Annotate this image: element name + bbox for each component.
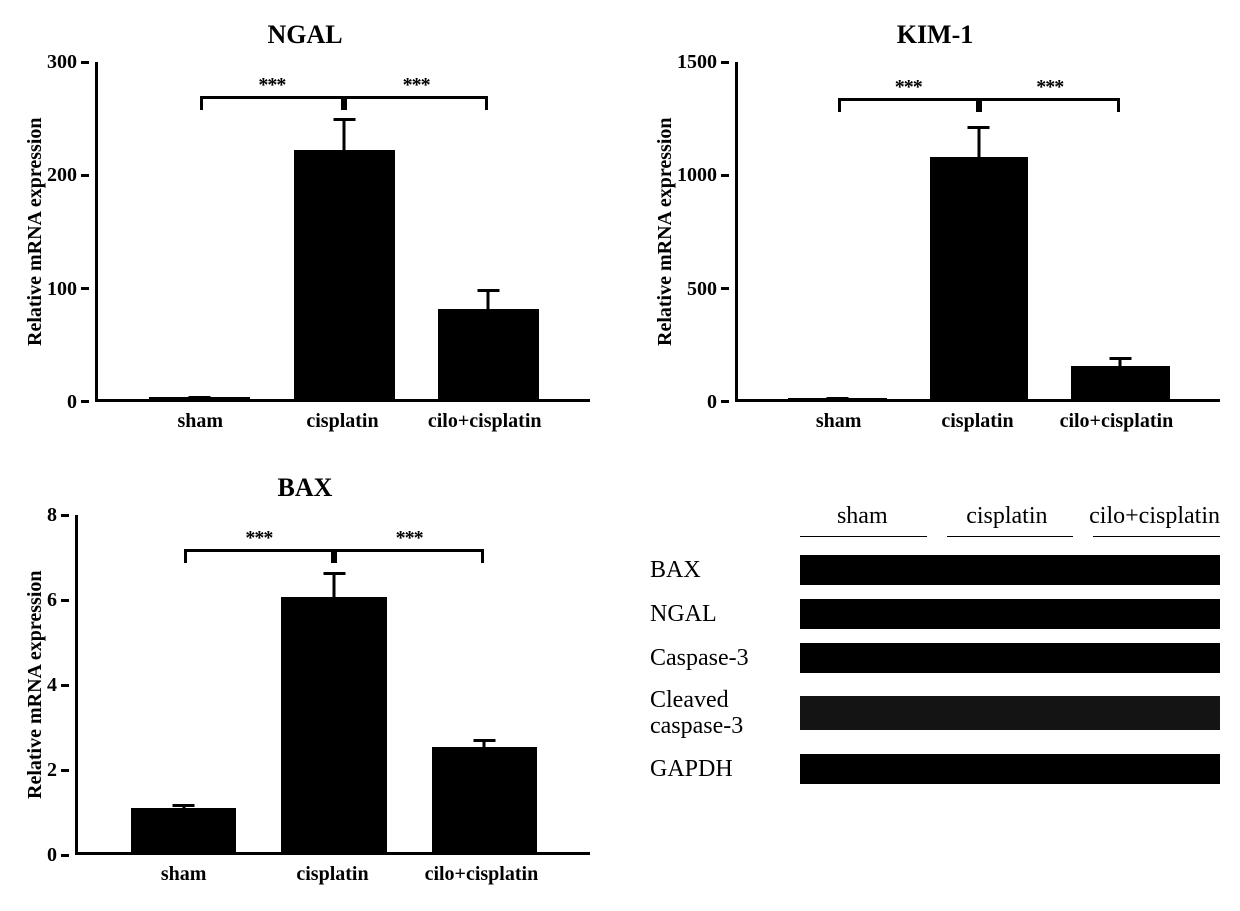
plot-region: ******: [735, 62, 1220, 402]
chart-area: Relative mRNA expression3002001000******: [20, 62, 590, 402]
x-axis: shamcisplatincilo+cisplatin: [20, 402, 590, 433]
wb-column-header: cilo+cisplatin: [1089, 503, 1220, 530]
wb-header-underline: [800, 536, 927, 537]
error-bar: [333, 572, 336, 597]
chart-bax: BAXRelative mRNA expression86420******sh…: [20, 473, 590, 886]
bar-slot: [767, 62, 908, 399]
error-bar: [343, 118, 346, 149]
wb-row-label: NGAL: [650, 601, 800, 627]
x-tick-label: cisplatin: [908, 410, 1047, 433]
wb-row-label: GAPDH: [650, 756, 800, 782]
bar: [930, 157, 1029, 399]
chart-area: Relative mRNA expression86420******: [20, 515, 590, 855]
error-bar: [1119, 357, 1122, 366]
bar: [1071, 366, 1170, 399]
wb-row: NGAL: [650, 599, 1220, 629]
bar: [281, 597, 386, 852]
error-bar: [182, 804, 185, 807]
plot-region: ******: [75, 515, 590, 855]
bar-slot: [109, 515, 259, 852]
figure-grid: NGALRelative mRNA expression3002001000**…: [20, 20, 1220, 886]
y-axis-label: Relative mRNA expression: [650, 62, 677, 402]
wb-band: [800, 599, 1220, 629]
wb-row: BAX: [650, 555, 1220, 585]
chart-title: BAX: [20, 473, 590, 503]
bars-container: [738, 62, 1220, 399]
bar: [788, 398, 887, 399]
x-tick-label: sham: [129, 410, 271, 433]
wb-band: [800, 696, 1220, 730]
wb-column-header: sham: [800, 503, 925, 530]
bar: [294, 150, 395, 399]
x-tick-label: cilo+cisplatin: [414, 410, 556, 433]
wb-header-underline: [1093, 536, 1220, 537]
error-bar: [483, 739, 486, 747]
bars-container: [78, 515, 590, 852]
x-labels: shamcisplatincilo+cisplatin: [735, 402, 1220, 433]
bar-slot: [409, 515, 559, 852]
plot-region: ******: [95, 62, 590, 402]
x-tick-label: cisplatin: [258, 863, 407, 886]
wb-row-label: Caspase-3: [650, 645, 800, 671]
error-bar: [487, 289, 490, 309]
wb-band: [800, 555, 1220, 585]
error-bar: [836, 397, 839, 398]
bar: [432, 747, 537, 852]
y-axis: 86420: [47, 515, 75, 855]
chart-title: KIM-1: [650, 20, 1220, 50]
x-axis: shamcisplatincilo+cisplatin: [650, 402, 1220, 433]
bars-container: [98, 62, 590, 399]
y-axis-label: Relative mRNA expression: [20, 62, 47, 402]
x-tick-label: cisplatin: [271, 410, 413, 433]
chart-kim1: KIM-1 Relative mRNA expression15001000500…: [650, 20, 1220, 433]
y-axis: 3002001000: [47, 62, 95, 402]
wb-row: Cleaved caspase-3: [650, 687, 1220, 740]
chart-ngal: NGAL Relative mRNA expression3002001000**…: [20, 20, 590, 433]
y-axis: 150010005000: [677, 62, 735, 402]
chart-title: NGAL: [20, 20, 590, 50]
x-axis-spacer: [650, 402, 735, 433]
bar: [438, 309, 539, 399]
bar-slot: [272, 62, 416, 399]
wb-header-underlines: [800, 536, 1220, 537]
wb-row: GAPDH: [650, 754, 1220, 784]
wb-row-label: Cleaved caspase-3: [650, 687, 800, 740]
chart-area: Relative mRNA expression150010005000****…: [650, 62, 1220, 402]
wb-band: [800, 643, 1220, 673]
bar-slot: [908, 62, 1049, 399]
bar: [131, 808, 236, 852]
bar: [149, 397, 250, 399]
wb-column-header: cisplatin: [945, 503, 1070, 530]
wb-column-headers: sham cisplatin cilo+cisplatin: [800, 503, 1220, 530]
western-blot-panel: sham cisplatin cilo+cisplatin BAX NGAL Caspas…: [650, 473, 1220, 886]
x-tick-label: cilo+cisplatin: [407, 863, 556, 886]
x-tick-label: sham: [109, 863, 258, 886]
error-bar: [198, 396, 201, 397]
x-tick-label: sham: [769, 410, 908, 433]
x-labels: shamcisplatincilo+cisplatin: [95, 402, 590, 433]
wb-header-underline: [947, 536, 1074, 537]
x-axis: shamcisplatincilo+cisplatin: [20, 855, 590, 886]
bar-slot: [259, 515, 409, 852]
wb-row: Caspase-3: [650, 643, 1220, 673]
bar-slot: [128, 62, 272, 399]
bar-slot: [416, 62, 560, 399]
x-tick-label: cilo+cisplatin: [1047, 410, 1186, 433]
y-axis-label: Relative mRNA expression: [20, 515, 47, 855]
wb-row-label: BAX: [650, 557, 800, 583]
wb-band: [800, 754, 1220, 784]
x-axis-spacer: [20, 402, 95, 433]
bar-slot: [1050, 62, 1191, 399]
x-labels: shamcisplatincilo+cisplatin: [75, 855, 590, 886]
error-bar: [977, 126, 980, 157]
